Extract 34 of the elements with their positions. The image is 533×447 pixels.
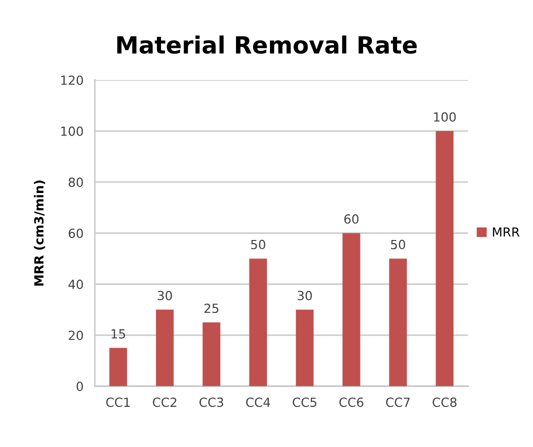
bar — [156, 310, 174, 386]
x-tick-label: CC7 — [386, 398, 410, 407]
data-label: 60 — [344, 214, 359, 224]
bar — [109, 348, 128, 386]
y-tick-label: 0 — [76, 382, 83, 392]
y-tick-label: 60 — [68, 228, 83, 238]
x-tick-label: CC8 — [432, 398, 457, 407]
data-label: 50 — [391, 240, 406, 250]
y-axis-title: MRR (cm3/min) — [34, 180, 46, 286]
x-tick-label: CC1 — [106, 398, 130, 407]
bar — [342, 233, 360, 386]
x-tick-label: CC3 — [199, 398, 224, 407]
bar — [389, 258, 407, 386]
x-tick-label: CC2 — [152, 398, 176, 407]
y-tick-label: 120 — [61, 75, 83, 85]
bar — [202, 322, 220, 386]
bar — [436, 131, 454, 386]
legend-label: MRR — [492, 227, 520, 237]
x-tick-label: CC6 — [339, 398, 364, 407]
data-label: 30 — [158, 290, 172, 300]
y-tick-label: 80 — [68, 178, 83, 188]
data-label: 15 — [112, 329, 126, 339]
data-label: 100 — [434, 112, 456, 122]
x-tick-label: CC4 — [246, 398, 270, 407]
data-label: 25 — [204, 304, 218, 314]
y-tick-label: 20 — [68, 330, 83, 340]
data-label: 50 — [251, 240, 266, 250]
y-tick-label: 40 — [68, 280, 83, 290]
bar — [296, 310, 314, 386]
y-tick-label: 100 — [61, 126, 83, 136]
x-tick-label: CC5 — [292, 398, 316, 407]
bar — [249, 258, 267, 386]
chart-title: Material Removal Rate — [117, 36, 417, 54]
data-label: 30 — [298, 290, 312, 300]
